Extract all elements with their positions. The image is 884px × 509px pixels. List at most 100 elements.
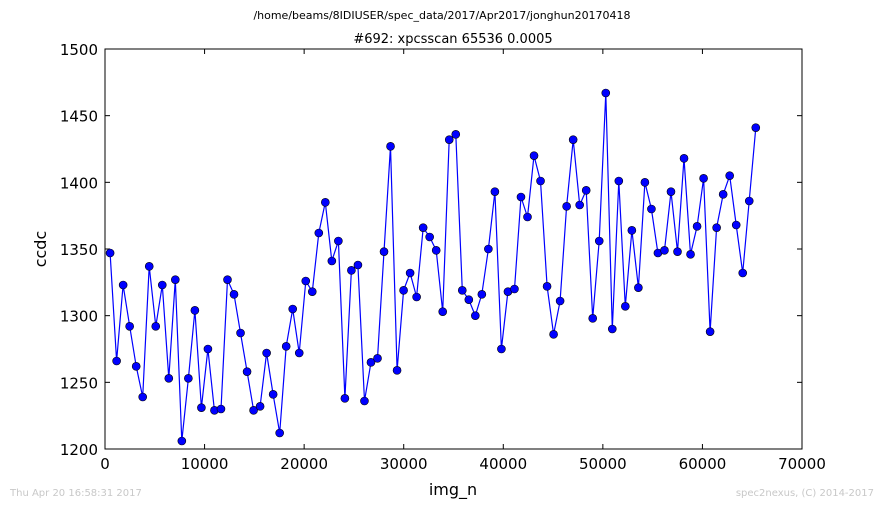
data-point bbox=[718, 190, 728, 199]
data-point bbox=[562, 202, 571, 211]
data-point bbox=[268, 390, 278, 399]
data-point bbox=[366, 358, 376, 367]
data-point bbox=[484, 244, 493, 254]
data-point bbox=[510, 284, 519, 294]
data-point bbox=[118, 280, 128, 290]
data-point bbox=[203, 344, 213, 354]
data-point bbox=[712, 223, 721, 232]
data-point bbox=[640, 178, 650, 187]
data-point bbox=[471, 311, 480, 320]
x-tick-label: 30000 bbox=[380, 455, 428, 473]
data-point bbox=[627, 226, 637, 235]
data-point bbox=[321, 198, 330, 207]
data-point bbox=[334, 236, 343, 246]
data-point bbox=[425, 232, 434, 242]
data-point bbox=[431, 246, 441, 255]
data-point bbox=[144, 262, 154, 271]
data-point bbox=[751, 123, 761, 132]
data-point bbox=[275, 428, 284, 438]
data-point bbox=[386, 142, 395, 151]
data-point bbox=[229, 290, 239, 299]
data-point bbox=[281, 342, 291, 351]
data-point bbox=[529, 151, 539, 160]
data-point bbox=[223, 275, 232, 284]
data-point bbox=[607, 324, 617, 334]
data-point bbox=[405, 268, 415, 278]
data-point bbox=[360, 396, 369, 406]
x-tick-label: 20000 bbox=[280, 455, 328, 473]
data-point bbox=[131, 362, 141, 371]
data-point bbox=[177, 436, 187, 446]
data-point bbox=[555, 296, 565, 306]
data-point bbox=[255, 402, 265, 411]
data-point bbox=[399, 286, 408, 295]
data-point bbox=[490, 187, 500, 196]
data-point bbox=[151, 322, 161, 331]
data-point bbox=[457, 286, 467, 295]
data-point bbox=[542, 282, 552, 291]
data-point bbox=[379, 247, 389, 256]
y-tick-label: 1400 bbox=[60, 174, 98, 192]
data-point bbox=[138, 392, 148, 402]
data-point bbox=[647, 204, 656, 214]
series-line bbox=[109, 92, 757, 442]
chart-suptitle: /home/beams/8IDIUSER/spec_data/2017/Apr2… bbox=[253, 9, 630, 22]
x-tick-label: 40000 bbox=[479, 455, 527, 473]
data-point bbox=[288, 304, 298, 314]
chart-title: #692: xpcsscan 65536 0.0005 bbox=[353, 32, 552, 47]
data-point bbox=[216, 404, 226, 414]
data-point bbox=[340, 394, 350, 403]
data-point bbox=[418, 223, 428, 232]
y-axis-label: ccdc bbox=[31, 231, 50, 268]
x-tick-label: 50000 bbox=[579, 455, 627, 473]
data-point bbox=[516, 192, 526, 202]
data-point bbox=[112, 356, 121, 366]
data-point bbox=[575, 200, 584, 210]
data-point bbox=[581, 186, 591, 195]
data-point bbox=[412, 292, 421, 302]
data-point bbox=[184, 374, 193, 383]
data-point bbox=[594, 236, 604, 246]
data-point bbox=[249, 406, 258, 415]
data-point bbox=[549, 330, 558, 339]
data-point bbox=[314, 228, 324, 238]
data-point bbox=[392, 366, 402, 375]
data-point bbox=[444, 135, 454, 144]
data-point bbox=[634, 283, 643, 292]
data-point bbox=[197, 403, 206, 412]
data-point bbox=[588, 314, 598, 323]
x-tick-label: 10000 bbox=[181, 455, 229, 473]
data-point bbox=[477, 290, 487, 299]
data-point bbox=[601, 88, 611, 98]
data-point bbox=[536, 176, 545, 186]
data-point bbox=[157, 280, 167, 290]
data-point bbox=[373, 354, 382, 363]
data-point bbox=[666, 187, 676, 196]
data-point bbox=[294, 348, 304, 358]
x-axis-label: img_n bbox=[429, 480, 477, 500]
data-point bbox=[171, 275, 180, 284]
y-tick-label: 1500 bbox=[60, 41, 98, 59]
x-tick-label: 60000 bbox=[679, 455, 727, 473]
data-point bbox=[451, 130, 461, 139]
data-point bbox=[262, 348, 271, 358]
y-tick-label: 1200 bbox=[60, 441, 98, 459]
data-point bbox=[699, 174, 708, 183]
data-point bbox=[190, 306, 200, 315]
data-point bbox=[464, 295, 474, 304]
data-point bbox=[438, 307, 448, 316]
data-point bbox=[744, 196, 754, 206]
data-point bbox=[242, 367, 252, 376]
data-point bbox=[614, 176, 624, 186]
data-point bbox=[660, 246, 669, 255]
data-point bbox=[621, 302, 630, 311]
data-point bbox=[353, 260, 363, 270]
data-point bbox=[327, 256, 337, 266]
data-point bbox=[236, 328, 245, 338]
data-point bbox=[705, 327, 715, 336]
data-point bbox=[673, 247, 682, 256]
data-point bbox=[164, 374, 174, 383]
data-point bbox=[686, 250, 695, 259]
axes-frame bbox=[104, 48, 803, 450]
